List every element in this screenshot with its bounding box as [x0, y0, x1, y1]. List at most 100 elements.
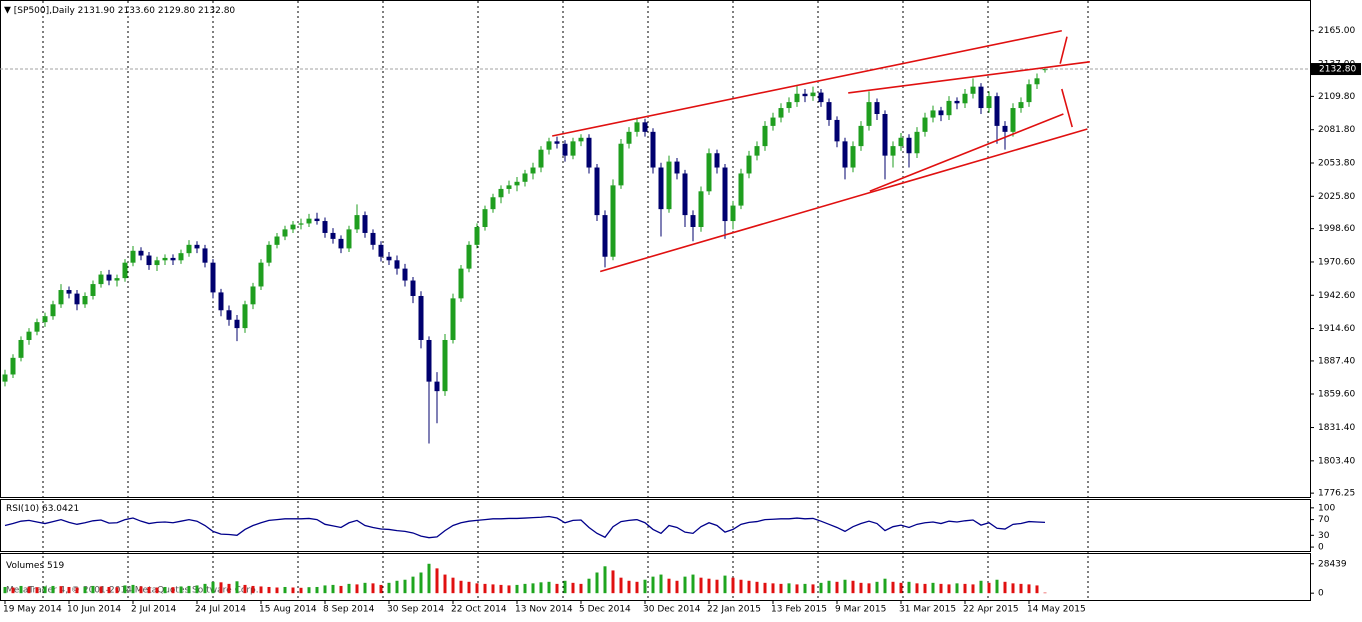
candle-body	[482, 209, 488, 227]
volume-bar	[515, 584, 519, 594]
volume-bar	[235, 581, 239, 594]
y-tick-label: 1831.40	[1318, 423, 1355, 433]
volume-label: Volumes 519	[6, 561, 64, 571]
volume-bar	[275, 587, 279, 594]
volume-bar	[75, 587, 79, 594]
volume-bar	[251, 585, 255, 594]
volume-bar	[1027, 584, 1031, 594]
candle-body	[90, 284, 96, 296]
y-tick-label: 2053.80	[1318, 159, 1355, 169]
rsi-name: RSI(10)	[6, 504, 39, 514]
candle-body	[874, 102, 880, 114]
volume-bar	[451, 577, 455, 594]
volume-bar	[635, 581, 639, 594]
volume-last: 519	[47, 561, 64, 571]
volume-bar	[187, 585, 191, 594]
rsi-tick-label: 70	[1318, 515, 1330, 525]
candle-body	[58, 290, 64, 305]
header: ▼ [SP500],Daily 2131.90 2133.60 2129.80 …	[4, 6, 235, 16]
candle-body	[50, 304, 56, 317]
volume-bar	[603, 566, 607, 594]
volume-bar	[371, 583, 375, 594]
candle-body	[386, 256, 392, 261]
y-tick-label: 1859.60	[1318, 389, 1355, 399]
volume-bar	[1019, 583, 1023, 594]
volume-bar	[523, 583, 527, 594]
x-tick-label: 22 Jan 2015	[707, 605, 761, 615]
volume-bar	[787, 583, 791, 594]
candle-body	[546, 141, 552, 150]
candle-body	[914, 131, 920, 154]
candle-body	[634, 122, 640, 132]
candle-body	[602, 215, 608, 257]
candle-body	[210, 262, 216, 293]
volume-bar	[355, 584, 359, 594]
candle-body	[266, 244, 272, 263]
candle-body	[698, 191, 704, 227]
candle-body	[146, 255, 152, 266]
volume-bar	[427, 563, 431, 594]
volume-bar	[947, 584, 951, 594]
candle-body	[650, 131, 656, 168]
volume-bar	[43, 586, 47, 594]
candle-body	[842, 141, 848, 168]
candle-body	[306, 218, 312, 224]
candle-body	[186, 244, 192, 254]
volume-bar	[979, 580, 983, 594]
volume-bar	[563, 580, 567, 594]
rsi-last: 63.0421	[42, 504, 79, 514]
candle-body	[938, 110, 944, 116]
volume-bar	[875, 581, 879, 594]
candle-body	[154, 260, 160, 266]
volume-bar	[139, 586, 143, 594]
candle-body	[410, 280, 416, 296]
volume-bar	[699, 577, 703, 594]
candle-body	[786, 102, 792, 109]
y-tick-label: 2165.00	[1318, 26, 1355, 36]
volume-bar	[443, 574, 447, 594]
candle-body	[610, 185, 616, 257]
candle-body	[10, 357, 16, 375]
candle-body	[282, 229, 288, 237]
volume-bar	[851, 580, 855, 594]
volume-bar	[779, 583, 783, 594]
volume-bar	[19, 585, 23, 594]
rsi-tick-label: 0	[1318, 543, 1324, 553]
volume-bar	[227, 583, 231, 594]
trendline	[869, 113, 1064, 192]
candle-body	[250, 286, 256, 305]
volume-bar	[83, 586, 87, 594]
candle-body	[946, 100, 952, 116]
candle-body	[258, 262, 264, 287]
candle-body	[1026, 84, 1032, 103]
candle-body	[682, 173, 688, 216]
volume-bar	[435, 568, 439, 594]
y-tick-label: 1914.60	[1318, 324, 1355, 334]
volume-bar	[723, 575, 727, 594]
volume-bar	[267, 586, 271, 594]
volume-bar	[763, 582, 767, 594]
candle-body	[426, 339, 432, 382]
volume-bar	[51, 585, 55, 594]
high-label: 2133.60	[118, 6, 155, 16]
candle-body	[226, 310, 232, 320]
candle-body	[178, 253, 184, 261]
volume-bar	[715, 579, 719, 594]
candle-body	[762, 125, 768, 147]
volume-bar	[539, 582, 543, 594]
volume-bar	[507, 585, 511, 594]
y-tick-label: 1776.25	[1318, 489, 1355, 499]
volume-bar	[27, 586, 31, 594]
candle-body	[458, 268, 464, 299]
rsi-tick-label: 30	[1318, 531, 1330, 541]
x-tick-label: 13 Feb 2015	[771, 605, 827, 615]
x-tick-label: 19 May 2014	[3, 605, 62, 615]
candle-body	[882, 113, 888, 156]
candle-body	[746, 155, 752, 174]
volume-bar	[819, 582, 823, 594]
volume-bar	[747, 580, 751, 594]
volume-bar	[531, 583, 535, 594]
volume-bar	[555, 583, 559, 594]
volume-bar	[1003, 581, 1007, 594]
